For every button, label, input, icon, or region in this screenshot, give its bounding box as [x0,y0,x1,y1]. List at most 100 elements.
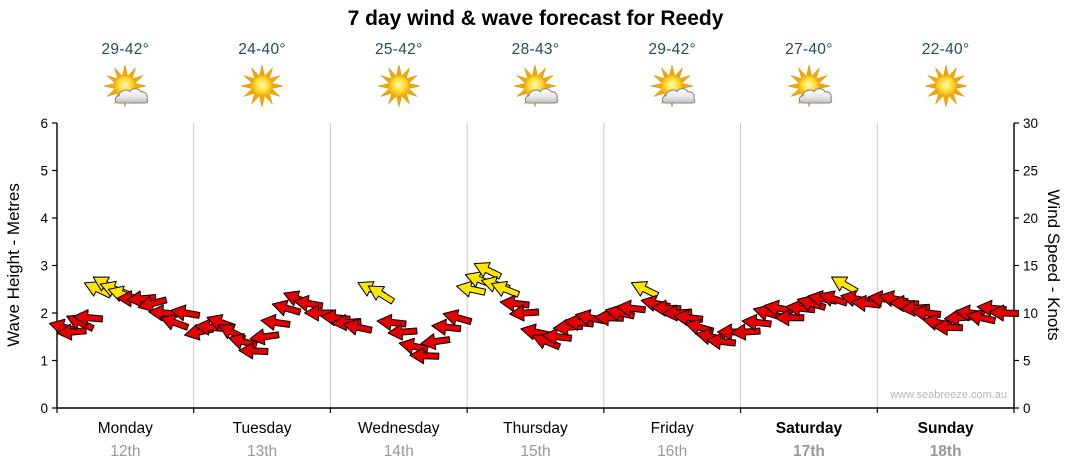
sun-ray [651,83,663,89]
sun-ray [924,83,937,89]
sun-cloud-icon [514,64,559,108]
temp-label-friday: 29-42° [648,41,697,58]
cloud-shape [661,88,696,104]
right-axis-tick-label: 10 [1023,306,1038,321]
temp-label-thursday: 28-43° [511,41,560,58]
sun-ray [259,95,265,108]
wind-arrow [342,318,373,336]
wind-arrow [774,309,805,327]
sun-disc [387,75,410,97]
temp-label-saturday: 27-40° [785,41,833,58]
wind-arrow [367,285,395,305]
wind-arrow [126,290,157,308]
sun-ray [818,83,830,89]
day-label-monday: Monday [97,420,153,437]
wind-arrow [456,280,487,298]
wind-arrow [966,309,997,326]
sun-ray [806,64,812,77]
sun-icon [924,64,967,108]
wind-arrow [532,333,562,351]
day-label-tuesday: Tuesday [232,420,292,437]
wind-arrow [509,304,540,322]
left-axis-tick-label: 4 [40,211,48,226]
weather-icon-wrap-friday [604,60,741,116]
date-label-saturday: 17th [792,443,825,460]
wind-arrow [673,309,704,327]
cloud-shape [798,88,833,104]
weather-icon-wrap-tuesday [194,60,331,116]
sun-ray [955,83,967,89]
wind-arrow [730,323,761,341]
date-label-thursday: 15th [520,443,551,460]
sun-ray [395,64,402,77]
wind-arrow [615,299,646,317]
date-label-sunday: 18th [929,443,962,460]
right-axis-tick-label: 30 [1023,116,1038,131]
wind-arrow [260,313,291,331]
sun-cloud-icon [104,64,149,108]
right-axis-tick-label: 20 [1023,211,1038,226]
day-label-thursday: Thursday [503,420,568,437]
cloud-shape [525,88,559,104]
day-label-friday: Friday [650,420,694,437]
watermark: www.seabreeze.com.au [890,389,1007,401]
wind-arrow [605,304,636,322]
sun-ray [514,83,527,89]
sun-ray [134,83,147,89]
sun-ray [122,64,129,77]
sun-cloud-icon [651,64,696,108]
wind-arrow [303,304,334,322]
date-label-friday: 16th [657,443,688,460]
wind-arrow [752,304,783,321]
wind-arrow [630,281,660,299]
sun-icon [377,64,420,108]
sun-ray [942,95,949,108]
cloud-shape [115,88,149,104]
day-label-wednesday: Wednesday [357,420,440,437]
wind-arrow [387,323,418,341]
wind-arrow [491,280,521,298]
wind-arrow [830,276,859,295]
sun-cloud-icon [787,64,833,108]
wind-arrow [56,323,87,341]
weather-icon-wrap-sunday [877,60,1014,116]
sun-ray [408,83,420,89]
wind-arrow [796,295,827,312]
weather-icon-wrap-saturday [741,60,878,116]
right-axis-tick-label: 25 [1023,164,1038,179]
wind-arrow [442,309,473,326]
sun-ray [544,83,557,89]
date-label-monday: 12th [110,443,141,460]
wind-arrow [170,304,201,322]
right-axis-tick-label: 5 [1023,354,1031,369]
temp-label-tuesday: 24-40° [238,41,286,58]
day-label-saturday: Saturday [775,420,843,437]
wind-arrow [473,262,503,280]
sun-ray [787,83,800,89]
wind-arrow [706,332,737,350]
sun-icon [240,64,284,108]
left-axis-tick-label: 5 [40,164,48,179]
right-axis-tick-label: 15 [1023,259,1038,274]
wind-arrow [741,313,772,331]
left-axis-tick-label: 1 [40,354,48,369]
weather-icon-wrap-monday [57,60,194,116]
sun-ray [395,95,402,108]
sun-ray [271,83,284,89]
temp-label-monday: 29-42° [101,41,150,58]
right-axis-tick-label: 0 [1023,401,1031,416]
sun-ray [104,83,116,89]
wind-arrow [271,299,302,317]
wind-arrow [932,318,963,336]
day-label-sunday: Sunday [917,420,974,437]
wind-arrow [420,333,451,351]
sun-disc [934,75,957,97]
sun-disc [251,75,273,97]
wind-arrow [73,309,104,327]
temp-label-sunday: 22-40° [921,41,970,58]
wind-arrow [541,328,573,346]
weather-icon-wrap-wednesday [330,60,467,116]
wind-arrow [376,313,407,331]
wind-arrow [499,294,530,312]
